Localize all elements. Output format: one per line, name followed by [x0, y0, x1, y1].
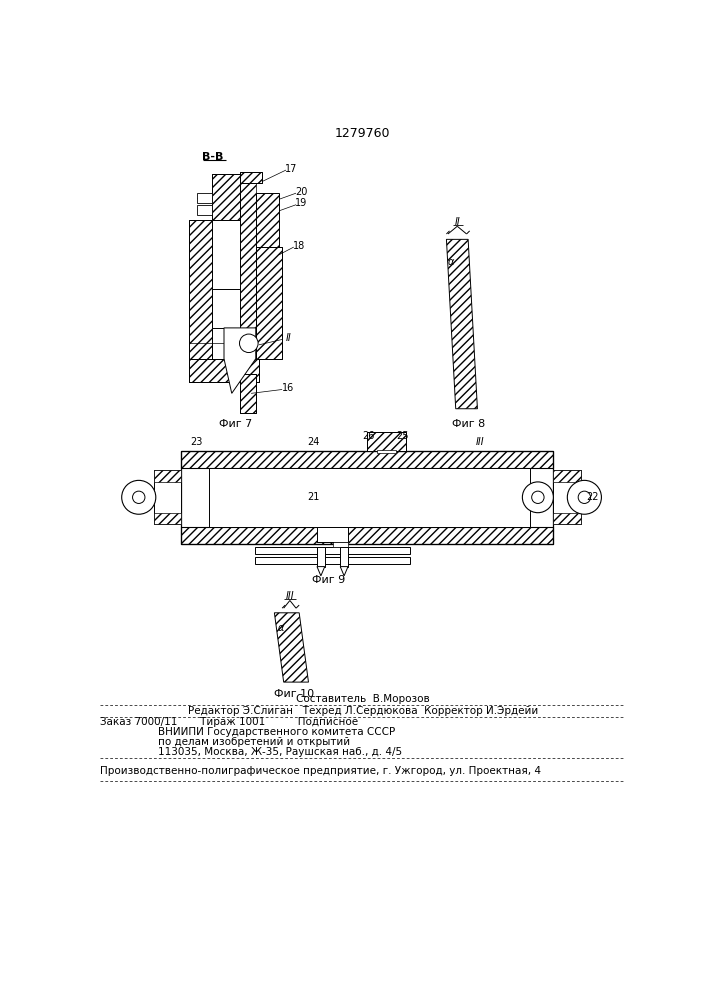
Polygon shape [197, 193, 212, 203]
Bar [256, 247, 282, 359]
Text: Редактор Э.Слиган   Техред Л.Сердюкова  Корректор И.Эрдейи: Редактор Э.Слиган Техред Л.Сердюкова Кор… [187, 706, 538, 716]
Bar [154, 470, 182, 524]
Circle shape [132, 491, 145, 503]
Bar [554, 513, 580, 524]
Bar [256, 247, 282, 359]
Bar [189, 220, 212, 382]
Bar [240, 172, 262, 183]
Text: 16: 16 [282, 383, 294, 393]
Bar [189, 220, 212, 382]
Bar [317, 527, 348, 542]
Text: III: III [475, 437, 484, 447]
Bar [255, 547, 410, 554]
Bar [209, 468, 530, 527]
Polygon shape [197, 205, 212, 215]
Text: 18: 18 [293, 241, 305, 251]
Polygon shape [446, 239, 477, 409]
Text: α: α [448, 257, 455, 267]
Polygon shape [317, 542, 348, 547]
Bar [182, 451, 554, 468]
Text: Фиг 10: Фиг 10 [274, 689, 314, 699]
Bar [154, 513, 182, 524]
Text: 19: 19 [296, 198, 308, 208]
Text: Фиг 9: Фиг 9 [312, 575, 345, 585]
Circle shape [122, 480, 156, 514]
Bar [189, 359, 259, 382]
Text: Заказ 7000/11       Тираж 1001          Подписное: Заказ 7000/11 Тираж 1001 Подписное [100, 717, 358, 727]
Text: Фиг 8: Фиг 8 [452, 419, 485, 429]
Polygon shape [274, 613, 308, 682]
Text: III: III [286, 591, 294, 601]
Text: 20: 20 [296, 187, 308, 197]
Bar [212, 174, 240, 220]
Bar [182, 451, 554, 544]
Text: по делам изобретений и открытий: по делам изобретений и открытий [158, 737, 350, 747]
Bar [182, 451, 554, 468]
Text: 113035, Москва, Ж-35, Раушская наб., д. 4/5: 113035, Москва, Ж-35, Раушская наб., д. … [158, 747, 402, 757]
Circle shape [578, 491, 590, 503]
Bar [182, 527, 554, 544]
Text: II: II [286, 333, 291, 343]
Polygon shape [317, 547, 325, 567]
Bar [212, 289, 240, 328]
Bar [240, 174, 256, 405]
Bar [378, 450, 396, 453]
Bar [240, 374, 256, 413]
Bar [240, 172, 262, 183]
Circle shape [567, 480, 602, 514]
Polygon shape [340, 567, 348, 576]
Bar [212, 220, 240, 289]
Polygon shape [317, 567, 325, 576]
Text: 1279760: 1279760 [335, 127, 390, 140]
Text: B-B: B-B [201, 152, 223, 162]
Text: 23: 23 [191, 437, 203, 447]
Bar [189, 359, 259, 382]
Bar [182, 527, 554, 544]
Text: Фиг 7: Фиг 7 [219, 419, 252, 429]
Bar [368, 432, 406, 451]
Text: II: II [455, 217, 460, 227]
Circle shape [240, 334, 258, 353]
Bar [240, 374, 256, 413]
Text: 25: 25 [396, 431, 409, 441]
Polygon shape [340, 547, 348, 567]
Bar [212, 174, 240, 220]
Text: 17: 17 [285, 164, 298, 174]
Polygon shape [224, 328, 256, 393]
Text: ВНИИПИ Государственного комитета СССР: ВНИИПИ Государственного комитета СССР [158, 727, 395, 737]
Text: 21: 21 [307, 492, 320, 502]
Bar [255, 557, 410, 564]
Circle shape [522, 482, 554, 513]
Text: 26: 26 [363, 431, 375, 441]
Text: 24: 24 [307, 437, 320, 447]
Text: 22: 22 [586, 492, 598, 502]
Bar [554, 470, 580, 482]
Bar [554, 470, 580, 524]
Text: Составитель  В.Морозов: Составитель В.Морозов [296, 694, 430, 704]
Circle shape [532, 491, 544, 503]
Bar [368, 432, 406, 451]
Text: α: α [277, 623, 284, 633]
Bar [154, 470, 182, 482]
Text: Производственно-полиграфическое предприятие, г. Ужгород, ул. Проектная, 4: Производственно-полиграфическое предприя… [100, 766, 541, 776]
Polygon shape [256, 193, 279, 247]
